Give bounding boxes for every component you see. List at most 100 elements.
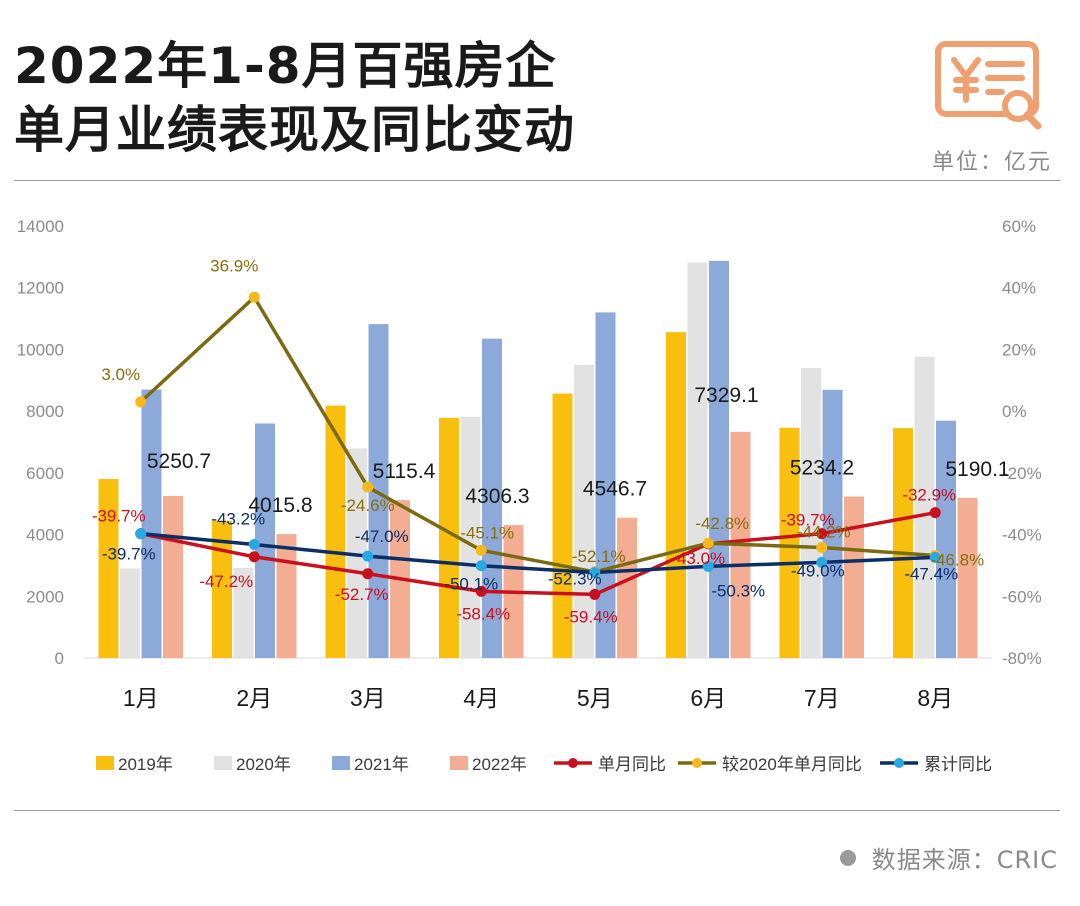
bar-2020-2: [233, 567, 254, 658]
bar-2020-8: [914, 356, 935, 658]
bar-2021-2: [255, 423, 275, 658]
y-right-tick-label: -60%: [1002, 587, 1042, 606]
bar-2022-data-label: 5115.4: [373, 460, 436, 483]
y-left-tick-label: 0: [55, 649, 64, 668]
line-data-label: -39.7%: [92, 507, 146, 526]
y-right-tick-label: 0%: [1002, 402, 1027, 421]
bar-2021-8: [936, 420, 956, 658]
y-right-tick-label: 60%: [1002, 217, 1036, 236]
bar-2022-7: [844, 496, 864, 658]
line-data-label: -39.7%: [102, 545, 156, 564]
bar-2022-data-label: 5190.1: [945, 458, 1009, 481]
y-left-tick-label: 8000: [26, 402, 64, 421]
bar-2019-1: [98, 479, 119, 658]
line-data-label: -49.0%: [791, 561, 845, 580]
line-data-label: -32.9%: [902, 486, 956, 505]
x-tick-label: 4月: [463, 685, 499, 711]
line-point-3-7: [816, 556, 828, 568]
line-point-3-6: [702, 560, 714, 572]
bar-2022-data-label: 7329.1: [694, 384, 758, 407]
x-tick-label: 7月: [804, 685, 840, 711]
bar-2022-data-label: 5234.2: [790, 456, 854, 479]
line-data-label: -24.6%: [341, 496, 395, 515]
x-tick-label: 2月: [236, 685, 272, 711]
bar-2022-1: [163, 495, 183, 658]
line-series-1: [140, 510, 936, 597]
bar-2021-4: [482, 338, 502, 658]
bar-2021-6: [709, 260, 729, 658]
x-tick-label: 5月: [577, 685, 613, 711]
bar-2022-data-label: 4015.8: [248, 494, 312, 517]
line-series-3: [140, 531, 936, 575]
bar-2019-6: [666, 332, 686, 658]
line-data-label: -52.7%: [335, 585, 389, 604]
y-right-tick-label: 40%: [1002, 279, 1036, 298]
line-point-3-3: [362, 550, 374, 562]
y-left-tick-label: 6000: [26, 464, 64, 483]
x-tick-label: 6月: [690, 685, 726, 711]
bar-2022-data-label: 4546.7: [583, 478, 647, 501]
y-left-tick-label: 4000: [26, 526, 64, 545]
x-tick-label: 8月: [917, 685, 953, 711]
bar-2019-7: [779, 427, 800, 658]
legend-swatch-marker: [894, 758, 904, 768]
bar-2020-5: [574, 364, 594, 658]
line-point-1-3: [362, 568, 374, 580]
y-right-tick-label: -20%: [1002, 464, 1042, 483]
line-data-label: -52.1%: [572, 547, 626, 566]
line-data-label: -52.3%: [548, 570, 602, 589]
legend-label: 较2020年单月同比: [722, 755, 862, 774]
bar-2021-7: [822, 389, 843, 658]
top-divider: [14, 180, 1060, 181]
line-point-1-7: [816, 528, 828, 540]
line-point-1-4: [475, 585, 487, 597]
source-note: 数据来源：CRIC: [839, 840, 1058, 875]
legend-swatch-bar: [214, 756, 232, 770]
legend-swatch-bar: [332, 756, 350, 770]
bar-2022-8: [957, 497, 978, 658]
line-data-label: 36.9%: [210, 256, 258, 275]
title-line-2: 单月业绩表现及同比变动: [14, 101, 575, 159]
bar-2019-4: [439, 417, 459, 658]
bar-2022-5: [617, 517, 637, 658]
title-line-1: 2022年1-8月百强房企: [14, 37, 557, 95]
legend-label: 2021年: [354, 755, 409, 774]
x-tick-label: 1月: [123, 685, 159, 711]
bar-2022-2: [276, 534, 297, 658]
legend-label: 单月同比: [598, 755, 666, 774]
line-data-label: -47.0%: [355, 527, 409, 546]
legend-swatch-marker: [568, 758, 578, 768]
line-point-3-2: [248, 538, 260, 550]
line-data-label: -45.1%: [460, 523, 514, 542]
bar-2021-1: [141, 389, 162, 658]
x-tick-label: 3月: [350, 685, 386, 711]
line-point-1-5: [589, 588, 601, 600]
line-data-label: -47.4%: [904, 564, 958, 583]
legend-swatch-bar: [96, 756, 114, 770]
line-data-label: -44.2%: [797, 523, 851, 542]
line-data-label: -50.1%: [444, 575, 498, 594]
y-right-tick-label: -80%: [1002, 649, 1042, 668]
bottom-divider: [14, 810, 1060, 811]
bar-2022-data-label: 4306.3: [465, 485, 529, 508]
line-point-2-1: [135, 396, 147, 408]
line-data-label: -43.2%: [211, 509, 265, 528]
line-point-1-2: [248, 551, 260, 563]
y-left-tick-label: 14000: [17, 217, 64, 236]
unit-label: 单位：亿元: [931, 150, 1052, 175]
line-data-label: -43.0%: [671, 549, 725, 568]
line-point-1-8: [929, 507, 941, 519]
line-data-label: -58.4%: [456, 604, 510, 623]
line-data-label: -46.8%: [930, 551, 984, 570]
line-data-label: -42.8%: [695, 514, 749, 533]
line-point-3-5: [589, 567, 601, 579]
bar-2020-7: [801, 367, 821, 658]
bar-2020-4: [460, 416, 481, 658]
chart-title: 2022年1-8月百强房企 单月业绩表现及同比变动: [14, 34, 575, 162]
legend-label: 2020年: [236, 755, 291, 774]
y-left-tick-label: 2000: [26, 587, 64, 606]
legend-label: 累计同比: [924, 755, 992, 774]
legend-label: 2019年: [118, 755, 173, 774]
y-left-tick-label: 12000: [17, 279, 64, 298]
line-data-label: 3.0%: [101, 365, 140, 384]
